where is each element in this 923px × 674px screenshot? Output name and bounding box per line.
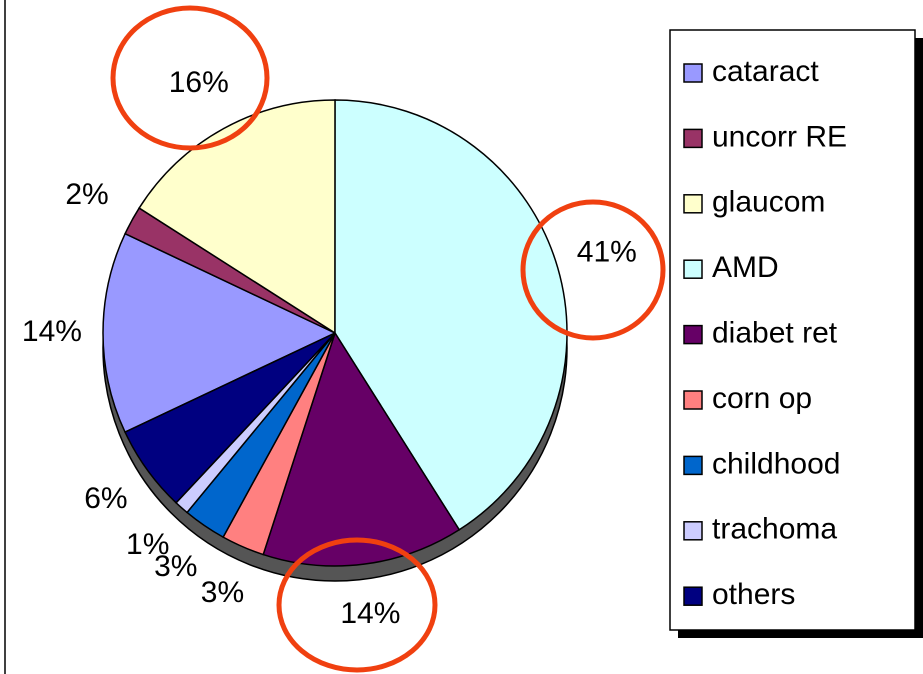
legend-swatch	[683, 194, 703, 214]
pie-slice	[102, 232, 337, 434]
value-label: 14%	[340, 597, 400, 630]
legend-swatch	[683, 324, 703, 345]
legend-label: others	[712, 578, 795, 611]
pie-slice	[124, 332, 336, 504]
value-labels: 14%2%16%41%14%3%3%1%6%	[22, 66, 637, 630]
value-label: 14%	[22, 315, 82, 348]
annotation-circle	[276, 537, 438, 673]
legend-label: diabet ret	[712, 317, 838, 350]
legend-entries: cataract uncorr RE glaucom AMD diabet ret cor…	[683, 55, 847, 611]
pie-slice	[334, 99, 568, 531]
legend-swatch	[683, 455, 703, 476]
legend-label: uncorr RE	[712, 120, 847, 153]
legend-swatch	[683, 259, 703, 279]
value-label: 16%	[169, 66, 229, 99]
legend-label: childhood	[712, 447, 840, 480]
legend-swatch	[683, 390, 703, 410]
annotation-circles	[110, 5, 666, 673]
legend	[669, 29, 916, 631]
value-label: 41%	[577, 236, 637, 269]
value-label: 1%	[126, 528, 169, 561]
value-label: 6%	[84, 482, 127, 515]
value-label: 3%	[154, 550, 197, 583]
legend-label: trachoma	[712, 513, 837, 546]
legend-swatch	[683, 521, 703, 541]
legend-label: AMD	[712, 251, 779, 284]
legend-swatch	[683, 586, 703, 606]
legend-swatch	[683, 128, 703, 149]
pie	[102, 99, 568, 567]
pie-slice	[262, 331, 461, 567]
legend-label: glaucom	[712, 186, 825, 219]
legend-label: cataract	[712, 55, 819, 88]
legend-label: corn op	[712, 382, 812, 415]
pie-slice	[138, 99, 336, 335]
annotation-circle	[110, 5, 270, 151]
value-label: 3%	[201, 576, 244, 609]
legend-swatch	[683, 63, 703, 83]
annotation-circle	[520, 199, 666, 341]
value-label: 2%	[65, 178, 108, 211]
